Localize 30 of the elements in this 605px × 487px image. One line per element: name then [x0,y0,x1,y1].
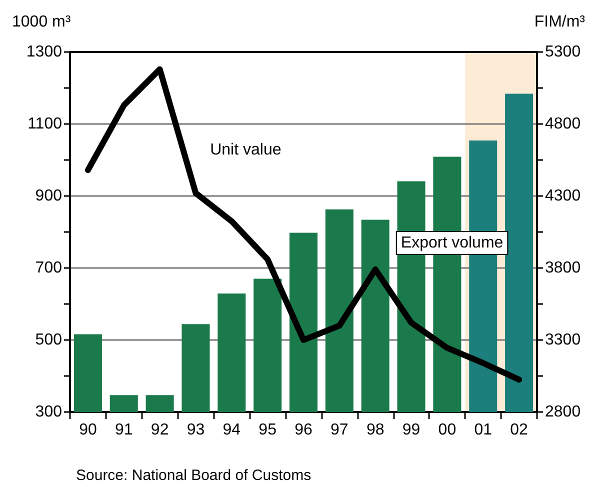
y2-tick-label: 4800 [545,116,581,132]
source-note: Source: National Board of Customs [76,467,312,484]
x-tick-label: 90 [79,422,97,438]
y-tick-label: 500 [35,332,62,348]
x-tick-label: 93 [186,422,205,438]
y-tick-label: 1300 [26,44,62,60]
x-tick-label: 01 [474,422,492,438]
x-tick-label: 98 [366,422,384,438]
series-label: Unit value [210,142,282,158]
y-tick-label: 700 [35,260,62,276]
x-tick-label: 96 [294,422,312,438]
x-tick-label: 99 [402,422,420,438]
y2-tick-label: 5300 [545,44,581,60]
y-axis-title: 1000 m³ [12,14,72,30]
y-tick-label: 1100 [28,116,62,132]
x-tick-label: 02 [510,422,528,438]
x-tick-label: 95 [258,422,277,438]
x-tick-label: 00 [438,422,456,438]
y2-tick-label: 4300 [545,188,581,204]
y2-tick-label: 2800 [545,404,581,420]
y2-tick-label: 3300 [545,332,581,348]
series-label: Export volume [400,234,504,252]
y2-axis-title: FIM/m³ [534,14,586,30]
y-tick-label: 300 [35,404,62,420]
x-tick-label: 92 [150,422,169,438]
x-tick-label: 97 [330,422,348,438]
x-tick-label: 94 [222,422,241,438]
y-tick-label: 900 [35,188,62,204]
y2-tick-label: 3800 [545,260,581,276]
x-tick-label: 91 [114,422,133,438]
